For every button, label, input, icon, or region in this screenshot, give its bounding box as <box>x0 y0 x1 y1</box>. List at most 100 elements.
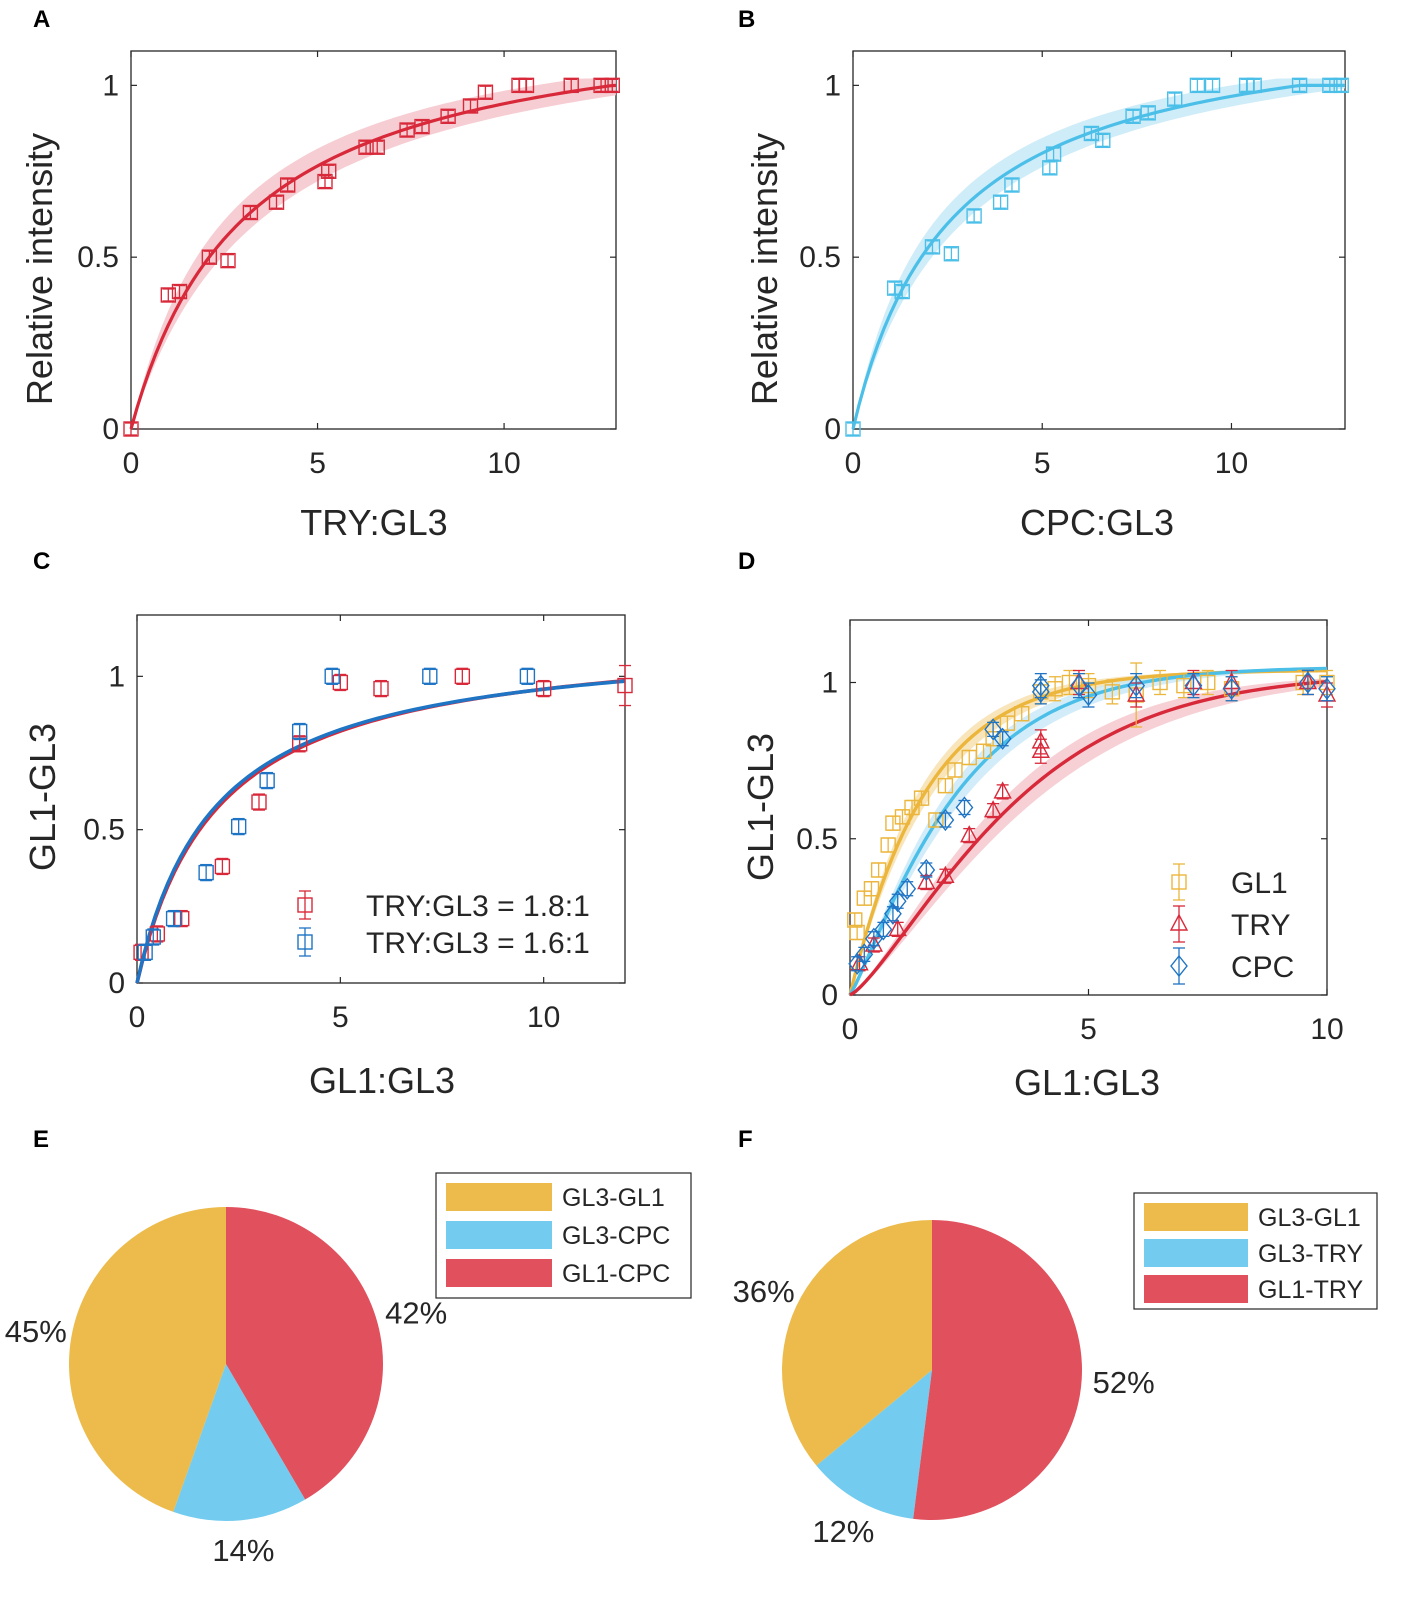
pie-legend-swatch-f <box>1144 1203 1248 1231</box>
y-tick-label-c: 1 <box>108 660 125 693</box>
data-point-d-cpc <box>1070 674 1088 697</box>
pie-slice-f <box>913 1220 1082 1520</box>
y-tick-label-c: 0.5 <box>83 814 125 847</box>
data-point-b <box>1045 146 1062 162</box>
data-point-d-try <box>960 825 979 843</box>
data-point-b <box>894 283 910 300</box>
fit-line-d-yellow <box>848 668 1328 996</box>
data-point-d-gl1 <box>999 715 1016 731</box>
x-tick-label-d: 10 <box>1310 1013 1343 1046</box>
y-tick-label-d: 0 <box>821 979 838 1012</box>
data-point-b <box>1095 132 1111 149</box>
xlabel-a: TRY:GL3 <box>300 502 447 543</box>
data-point-d-cpc <box>874 918 893 941</box>
pie-legend-label-e: GL3-GL1 <box>562 1184 665 1212</box>
confidence-band-d-yellow <box>850 670 1327 995</box>
data-point-a <box>518 77 535 94</box>
data-point-a <box>440 108 456 124</box>
data-point-c-blue <box>145 929 161 945</box>
y-tick-label-a: 1 <box>102 69 119 102</box>
x-tick-label-a: 0 <box>123 447 140 480</box>
data-point-a <box>201 249 218 265</box>
data-point-d-cpc <box>984 718 1002 741</box>
data-point-c-red <box>617 677 633 694</box>
ylabel-c: GL1-GL3 <box>22 723 63 871</box>
panel-letter-a: A <box>33 6 51 33</box>
data-point-a <box>160 287 177 303</box>
data-point-c-blue <box>165 910 182 927</box>
pie-legend-label-f: GL3-GL1 <box>1258 1204 1361 1232</box>
data-point-d-try <box>993 781 1012 799</box>
xlabel-c: GL1:GL3 <box>309 1060 455 1101</box>
axes-box-c <box>136 614 626 984</box>
data-point-a <box>321 163 337 179</box>
ylabel-b: Relative intensity <box>744 133 785 405</box>
data-point-b <box>1189 77 1206 94</box>
data-point-d-try <box>1031 740 1050 758</box>
x-tick-label-d: 0 <box>842 1013 859 1046</box>
data-point-d-cpc <box>855 943 874 966</box>
plot-area-f: 36% 12% 52% GL3-GL1 GL3-TRY GL1-TRY <box>733 1192 1378 1549</box>
ylabel-d: GL1-GL3 <box>740 733 781 881</box>
legend-marker-d <box>1170 954 1188 978</box>
data-point-d-cpc <box>1222 677 1241 700</box>
data-point-d-cpc <box>1184 674 1203 697</box>
data-point-d-gl1 <box>913 790 930 806</box>
data-point-d-cpc <box>1079 683 1098 707</box>
data-point-d-try <box>1127 684 1146 702</box>
y-tick-label-a: 0 <box>102 413 119 446</box>
data-point-d-gl1 <box>1061 674 1078 691</box>
data-point-c-red <box>214 858 231 875</box>
data-point-c-blue <box>230 818 247 835</box>
x-tick-label-a: 5 <box>309 447 326 480</box>
data-point-b <box>966 208 982 224</box>
y-tick-label-b: 1 <box>824 69 841 102</box>
fit-line-d-cyan <box>848 666 1328 996</box>
data-point-a <box>279 177 296 193</box>
chart-d: 0 5 10 0 0.5 1 GL1 TRY CPC GL1:GL3 GL1-GL3 <box>740 619 1344 1103</box>
data-point-a <box>399 122 415 138</box>
data-point-a <box>242 204 259 221</box>
pie-pct-label-e: 45% <box>5 1314 67 1349</box>
data-point-d-gl1 <box>947 762 963 778</box>
data-point-d-try <box>983 800 1003 818</box>
data-point-c-red <box>149 926 166 942</box>
data-point-c-red <box>535 680 552 697</box>
xlabel-d: GL1:GL3 <box>1014 1062 1160 1103</box>
data-point-c-blue <box>422 668 438 685</box>
x-tick-label-c: 5 <box>332 1001 349 1034</box>
pie-slice-e <box>173 1364 306 1521</box>
data-point-d-cpc <box>888 890 907 913</box>
pie-legend-swatch-e <box>446 1183 552 1211</box>
data-point-a <box>171 283 188 300</box>
data-point-c-blue <box>259 772 275 789</box>
pie-legend-swatch-f <box>1144 1275 1248 1303</box>
pie-pct-label-f: 36% <box>733 1274 795 1309</box>
pie-pct-label-f: 12% <box>812 1514 874 1549</box>
data-point-a <box>462 98 479 114</box>
data-point-b <box>1333 77 1349 94</box>
data-point-b <box>1125 108 1141 124</box>
data-point-d-cpc <box>955 796 974 819</box>
data-point-d-cpc <box>1031 674 1050 697</box>
panel-letter-d: D <box>738 548 756 575</box>
data-point-d-gl1 <box>1176 677 1192 694</box>
legend-marker-c <box>297 897 313 913</box>
pie-slice-e <box>226 1207 384 1500</box>
panel-letter-c: C <box>33 548 51 575</box>
data-point-b <box>943 246 960 262</box>
data-point-d-cpc <box>993 727 1012 750</box>
chart-a: 0 5 10 0 0.5 1 TRY:GL3 Relative intensity <box>19 50 620 543</box>
data-point-a <box>563 77 579 94</box>
data-point-b <box>1246 77 1262 94</box>
pie-legend-label-f: GL3-TRY <box>1258 1240 1363 1268</box>
x-tick-label-b: 0 <box>845 447 862 480</box>
legend-label-c: TRY:GL3 = 1.6:1 <box>366 927 590 960</box>
chart-b: 0 5 10 0 0.5 1 CPC:GL3 Relative intensity <box>744 50 1349 543</box>
confidence-band-a <box>131 78 616 429</box>
confidence-band-d-red <box>850 678 1327 995</box>
data-point-d-gl1 <box>880 837 896 853</box>
legend-label-d: GL1 <box>1231 867 1288 900</box>
legend-label-d: CPC <box>1231 951 1294 984</box>
pie-pct-label-e: 14% <box>212 1533 274 1568</box>
